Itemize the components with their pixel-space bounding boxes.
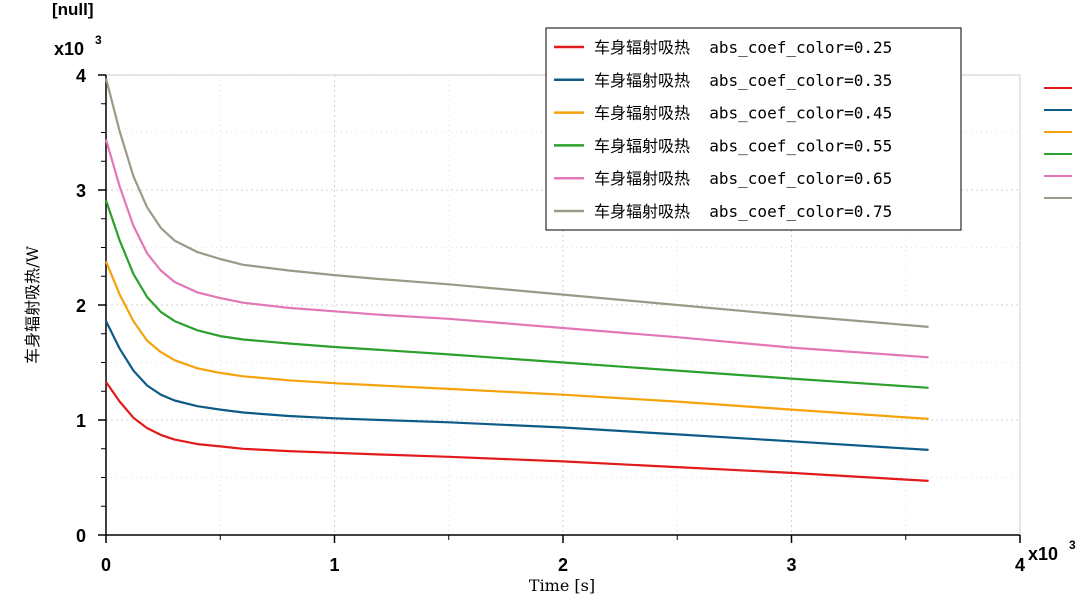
- series-line-2: [104, 260, 929, 420]
- x-multiplier-exponent: 3: [1069, 538, 1076, 552]
- x-axis-title: Time [s]: [529, 576, 595, 595]
- x-tick-label: 2: [558, 555, 568, 575]
- y-tick-label: 0: [76, 526, 86, 546]
- x-tick-label: 0: [101, 555, 111, 575]
- y-tick-label: 3: [76, 181, 86, 201]
- series-line-0: [105, 381, 929, 482]
- series-line-1: [105, 320, 929, 451]
- x-tick-label: 3: [786, 555, 796, 575]
- y-tick-label: 2: [76, 296, 86, 316]
- y-multiplier-exponent: 3: [95, 33, 102, 47]
- legend-label: 车身辐射吸热 abs_coef_color=0.65: [594, 169, 892, 188]
- legend-label: 车身辐射吸热 abs_coef_color=0.45: [594, 104, 892, 123]
- y-multiplier: x10: [54, 39, 84, 59]
- legend: 车身辐射吸热 abs_coef_color=0.25 车身辐射吸热 abs_coe…: [554, 38, 892, 221]
- y-axis-title: 车身辐射吸热/W: [23, 246, 42, 364]
- series-lines: [104, 78, 929, 482]
- series-line-5: [104, 78, 929, 328]
- series-line-3: [104, 199, 929, 389]
- legend-label: 车身辐射吸热 abs_coef_color=0.75: [594, 202, 892, 221]
- legend-box: [545, 27, 962, 231]
- legend-label: 车身辐射吸热 abs_coef_color=0.55: [594, 136, 892, 155]
- x-multiplier: x10: [1028, 544, 1058, 564]
- x-tick-label: 1: [329, 555, 339, 575]
- unit-label: [null]: [52, 0, 94, 19]
- x-tick-label: 4: [1015, 555, 1025, 575]
- legend-label: 车身辐射吸热 abs_coef_color=0.35: [594, 71, 892, 90]
- secondary-legend: [1044, 87, 1072, 199]
- legend-label: 车身辐射吸热 abs_coef_color=0.25: [594, 38, 892, 57]
- axes: 0 1 2 3 4 0 1 2 3 4: [76, 66, 1025, 575]
- y-tick-label: 1: [76, 411, 86, 431]
- series-line-4: [104, 139, 929, 359]
- y-tick-label: 4: [76, 66, 86, 86]
